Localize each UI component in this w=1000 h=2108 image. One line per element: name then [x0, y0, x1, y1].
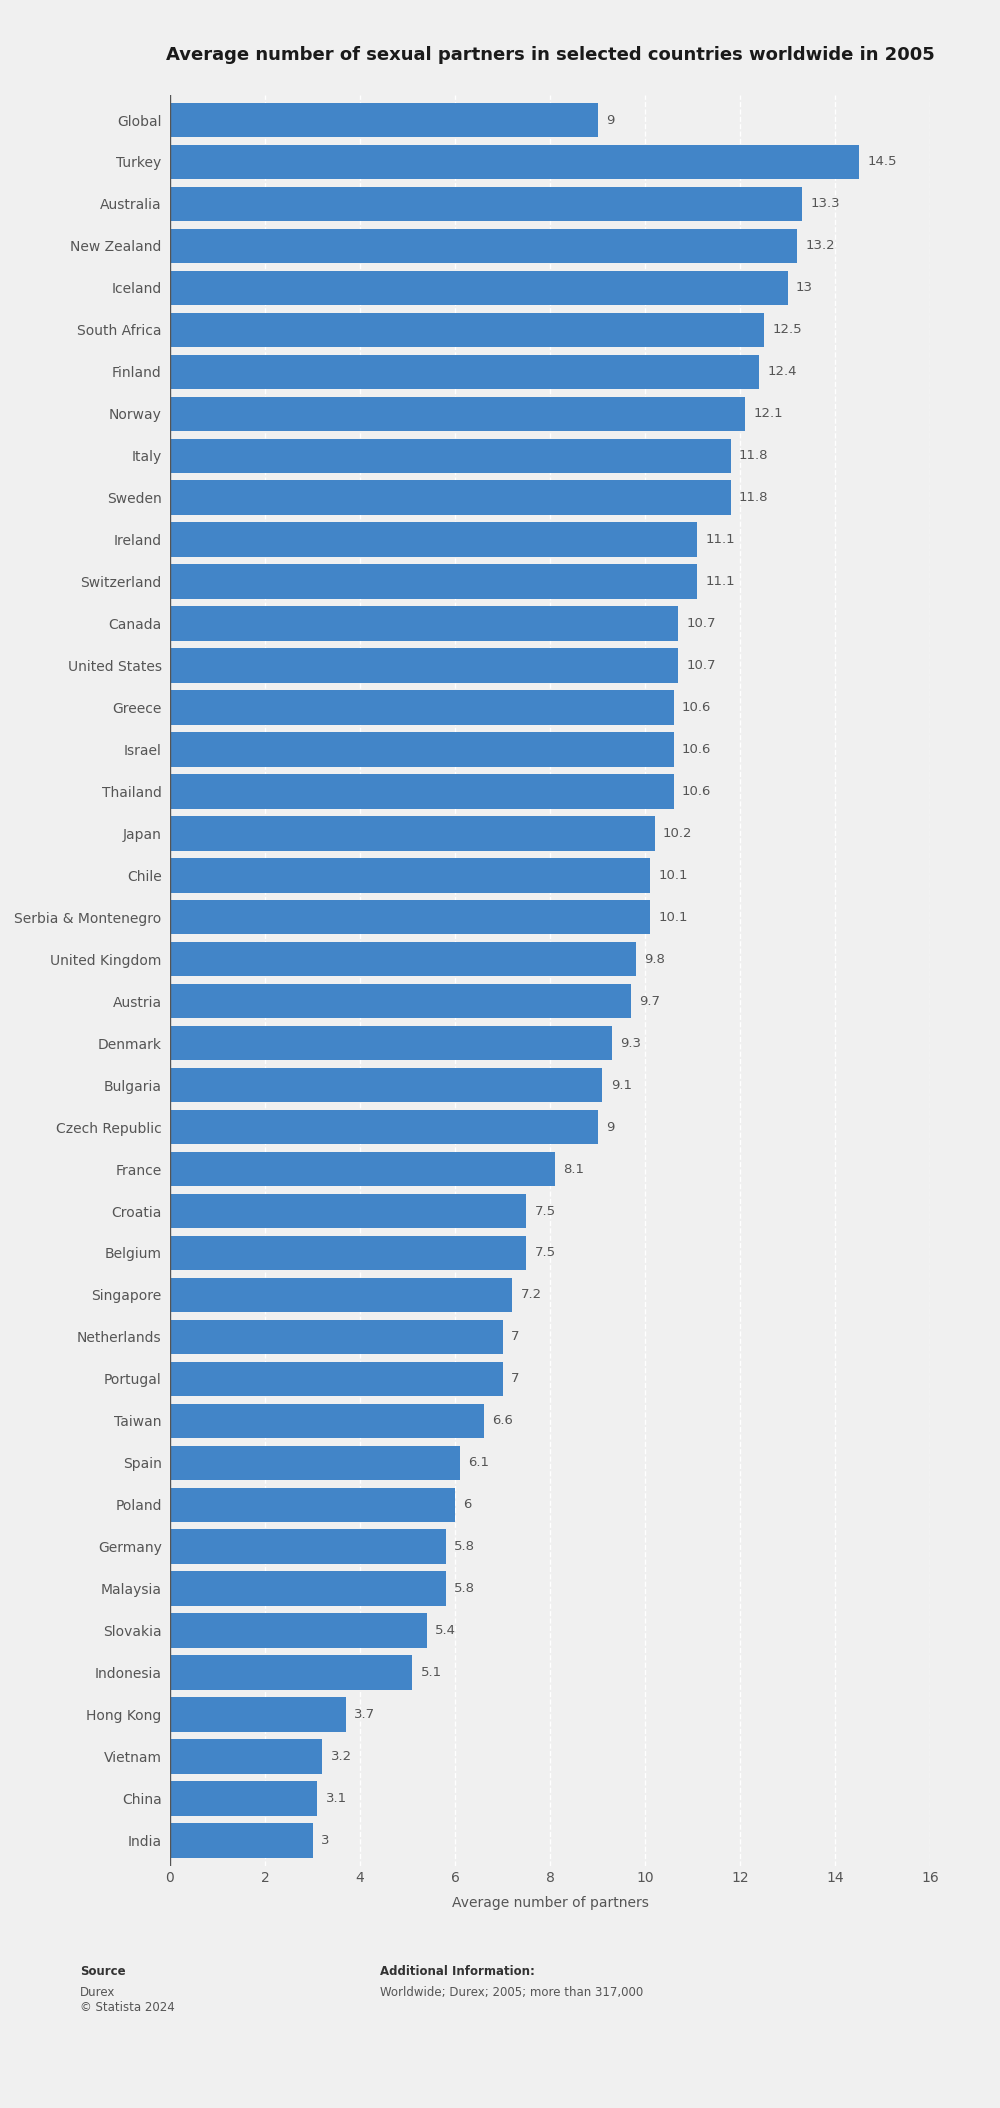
- Text: 6: 6: [464, 1499, 472, 1511]
- Bar: [170, 1781, 317, 1815]
- Text: 5.1: 5.1: [421, 1665, 442, 1680]
- Bar: [170, 396, 745, 430]
- Text: 8.1: 8.1: [563, 1162, 584, 1176]
- Text: Additional Information:: Additional Information:: [380, 1965, 535, 1977]
- Bar: [170, 270, 788, 306]
- Text: 9.7: 9.7: [639, 995, 660, 1008]
- Bar: [170, 900, 650, 934]
- Text: 9: 9: [606, 114, 614, 126]
- Bar: [170, 1488, 455, 1522]
- Text: 12.4: 12.4: [768, 365, 797, 377]
- Bar: [170, 354, 759, 390]
- Text: 3.2: 3.2: [331, 1750, 352, 1762]
- Bar: [170, 1151, 555, 1187]
- Text: 6.6: 6.6: [492, 1414, 513, 1427]
- Text: 10.1: 10.1: [658, 868, 688, 881]
- Text: 12.1: 12.1: [753, 407, 783, 419]
- Text: 9.8: 9.8: [644, 953, 665, 965]
- Bar: [170, 312, 764, 348]
- Bar: [170, 1193, 526, 1229]
- Text: 10.7: 10.7: [687, 660, 716, 672]
- Bar: [170, 1697, 346, 1733]
- Text: 10.1: 10.1: [658, 911, 688, 923]
- Bar: [170, 1655, 412, 1691]
- Text: 9.1: 9.1: [611, 1079, 632, 1092]
- Text: 3.1: 3.1: [326, 1792, 347, 1804]
- Text: 7.5: 7.5: [535, 1204, 556, 1218]
- Bar: [170, 565, 697, 599]
- Bar: [170, 1362, 503, 1395]
- Text: 13.3: 13.3: [810, 198, 840, 211]
- Bar: [170, 1570, 446, 1606]
- Bar: [170, 523, 697, 557]
- Text: 3.7: 3.7: [354, 1707, 375, 1720]
- Bar: [170, 942, 636, 976]
- Text: 7.5: 7.5: [535, 1246, 556, 1258]
- Text: 11.8: 11.8: [739, 449, 769, 462]
- Bar: [170, 481, 730, 514]
- X-axis label: Average number of partners: Average number of partners: [452, 1897, 648, 1910]
- Text: 7.2: 7.2: [521, 1288, 542, 1301]
- Bar: [170, 188, 802, 221]
- Text: 11.1: 11.1: [706, 533, 735, 546]
- Bar: [170, 1613, 426, 1648]
- Text: 5.8: 5.8: [454, 1541, 475, 1554]
- Text: 7: 7: [511, 1330, 520, 1343]
- Bar: [170, 145, 859, 179]
- Bar: [170, 103, 598, 137]
- Text: 13: 13: [796, 280, 813, 295]
- Text: 13.2: 13.2: [806, 240, 835, 253]
- Bar: [170, 1069, 602, 1102]
- Text: Worldwide; Durex; 2005; more than 317,000: Worldwide; Durex; 2005; more than 317,00…: [380, 1986, 643, 1998]
- Text: 7: 7: [511, 1372, 520, 1385]
- Text: 10.7: 10.7: [687, 618, 716, 630]
- Bar: [170, 1277, 512, 1311]
- Text: 11.1: 11.1: [706, 575, 735, 588]
- Bar: [170, 1739, 322, 1773]
- Bar: [170, 1320, 503, 1353]
- Bar: [170, 689, 674, 725]
- Text: 11.8: 11.8: [739, 491, 769, 504]
- Text: 12.5: 12.5: [772, 323, 802, 337]
- Text: 9: 9: [606, 1121, 614, 1134]
- Text: 10.6: 10.6: [682, 784, 711, 799]
- Text: Durex
© Statista 2024: Durex © Statista 2024: [80, 1986, 175, 2013]
- Bar: [170, 1530, 446, 1564]
- Bar: [170, 649, 678, 683]
- Text: 5.8: 5.8: [454, 1583, 475, 1596]
- Text: 6.1: 6.1: [468, 1457, 489, 1469]
- Text: 3: 3: [321, 1834, 330, 1847]
- Text: 10.2: 10.2: [663, 826, 693, 839]
- Bar: [170, 228, 797, 264]
- Bar: [170, 1235, 526, 1271]
- Bar: [170, 984, 631, 1018]
- Bar: [170, 731, 674, 767]
- Bar: [170, 1111, 598, 1145]
- Text: 10.6: 10.6: [682, 742, 711, 757]
- Text: Average number of sexual partners in selected countries worldwide in 2005: Average number of sexual partners in sel…: [166, 46, 934, 65]
- Text: 9.3: 9.3: [620, 1037, 641, 1050]
- Bar: [170, 1446, 460, 1480]
- Bar: [170, 1823, 312, 1857]
- Bar: [170, 438, 730, 472]
- Bar: [170, 1404, 484, 1438]
- Bar: [170, 774, 674, 809]
- Text: 14.5: 14.5: [867, 156, 897, 169]
- Text: 5.4: 5.4: [435, 1623, 456, 1638]
- Bar: [170, 1027, 612, 1060]
- Text: Source: Source: [80, 1965, 126, 1977]
- Bar: [170, 607, 678, 641]
- Text: 10.6: 10.6: [682, 702, 711, 715]
- Bar: [170, 858, 650, 892]
- Bar: [170, 816, 654, 850]
